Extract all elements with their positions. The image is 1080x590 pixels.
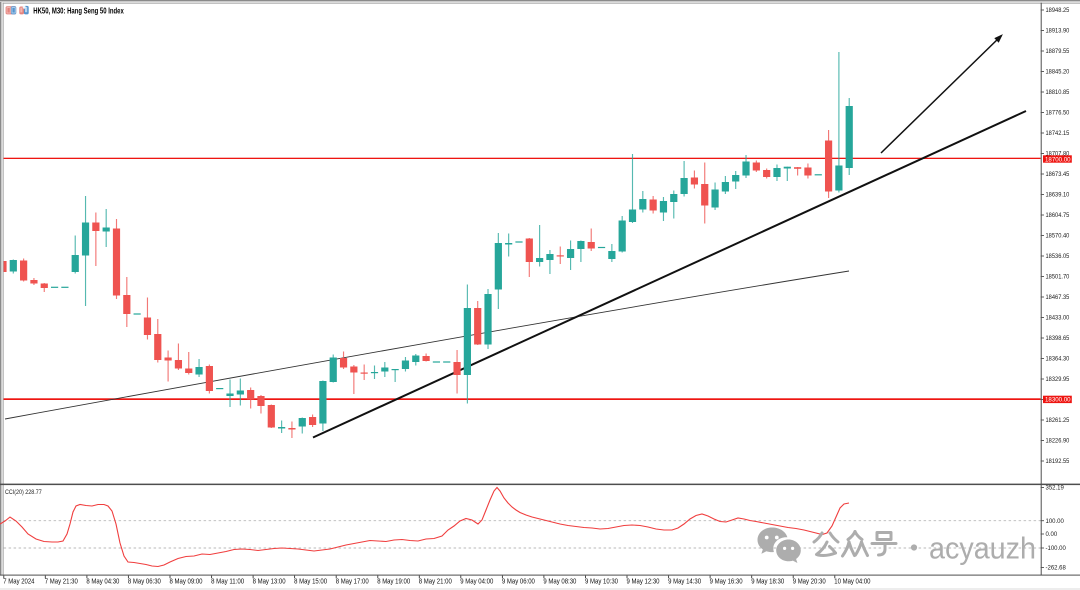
svg-text:9 May 06:00: 9 May 06:00 (502, 577, 535, 586)
svg-text:18226.90: 18226.90 (1046, 439, 1070, 445)
svg-text:9 May 16:30: 9 May 16:30 (710, 577, 743, 586)
svg-text:9 May 12:30: 9 May 12:30 (627, 577, 660, 586)
svg-text:8 May 09:00: 8 May 09:00 (170, 577, 203, 586)
svg-text:100.00: 100.00 (1046, 519, 1065, 525)
svg-text:CCI(20) 228.77: CCI(20) 228.77 (5, 489, 42, 496)
svg-text:352.19: 352.19 (1046, 486, 1065, 492)
svg-text:9 May 20:30: 9 May 20:30 (793, 577, 826, 586)
svg-text:18467.35: 18467.35 (1046, 295, 1070, 301)
svg-text:-100.00: -100.00 (1046, 546, 1067, 552)
svg-text:9 May 08:30: 9 May 08:30 (543, 577, 576, 586)
svg-text:18948.25: 18948.25 (1046, 8, 1070, 14)
svg-text:18364.30: 18364.30 (1046, 357, 1070, 363)
svg-text:18261.25: 18261.25 (1046, 418, 1070, 424)
svg-text:8 May 19:00: 8 May 19:00 (377, 577, 410, 586)
svg-text:0.00: 0.00 (1046, 532, 1058, 538)
svg-text:8 May 13:00: 8 May 13:00 (253, 577, 286, 586)
svg-text:18329.95: 18329.95 (1046, 377, 1070, 383)
svg-text:7 May 21:30: 7 May 21:30 (45, 577, 78, 586)
svg-text:18673.45: 18673.45 (1046, 172, 1070, 178)
svg-text:acyauzh: acyauzh (929, 532, 1036, 566)
svg-text:18879.55: 18879.55 (1046, 49, 1070, 55)
svg-text:8 May 21:00: 8 May 21:00 (419, 577, 452, 586)
svg-text:10 May 04:00: 10 May 04:00 (834, 577, 870, 586)
svg-text:18845.20: 18845.20 (1046, 70, 1070, 76)
svg-text:18501.70: 18501.70 (1046, 275, 1070, 281)
svg-text:18707.80: 18707.80 (1046, 152, 1070, 158)
svg-text:18639.10: 18639.10 (1046, 193, 1070, 199)
svg-text:18300.00: 18300.00 (1045, 397, 1071, 404)
svg-text:18810.85: 18810.85 (1046, 90, 1070, 96)
svg-text:18776.50: 18776.50 (1046, 111, 1070, 117)
svg-text:9 May 10:30: 9 May 10:30 (585, 577, 618, 586)
svg-text:8 May 17:00: 8 May 17:00 (336, 577, 369, 586)
svg-text:8 May 04:30: 8 May 04:30 (86, 577, 119, 586)
svg-text:HK50, M30: Hang Seng 50 Index: HK50, M30: Hang Seng 50 Index (33, 6, 124, 15)
svg-text:7 May 2024: 7 May 2024 (3, 577, 34, 586)
svg-text:8 May 11:00: 8 May 11:00 (211, 577, 244, 586)
svg-text:-262.68: -262.68 (1046, 566, 1067, 572)
svg-text:9 May 18:30: 9 May 18:30 (751, 577, 784, 586)
svg-text:18192.55: 18192.55 (1046, 459, 1070, 465)
svg-text:8 May 06:30: 8 May 06:30 (128, 577, 161, 586)
svg-text:18913.90: 18913.90 (1046, 29, 1070, 35)
svg-text:18604.75: 18604.75 (1046, 213, 1070, 219)
svg-text:8 May 15:00: 8 May 15:00 (294, 577, 327, 586)
svg-text:18433.00: 18433.00 (1046, 316, 1070, 322)
svg-text:18742.15: 18742.15 (1046, 131, 1070, 137)
svg-text:9 May 14:30: 9 May 14:30 (668, 577, 701, 586)
svg-text:9 May 04:00: 9 May 04:00 (460, 577, 493, 586)
svg-text:18700.00: 18700.00 (1045, 156, 1071, 163)
svg-text:18398.65: 18398.65 (1046, 336, 1070, 342)
svg-text:18536.05: 18536.05 (1046, 254, 1070, 260)
svg-text:18570.40: 18570.40 (1046, 234, 1070, 240)
